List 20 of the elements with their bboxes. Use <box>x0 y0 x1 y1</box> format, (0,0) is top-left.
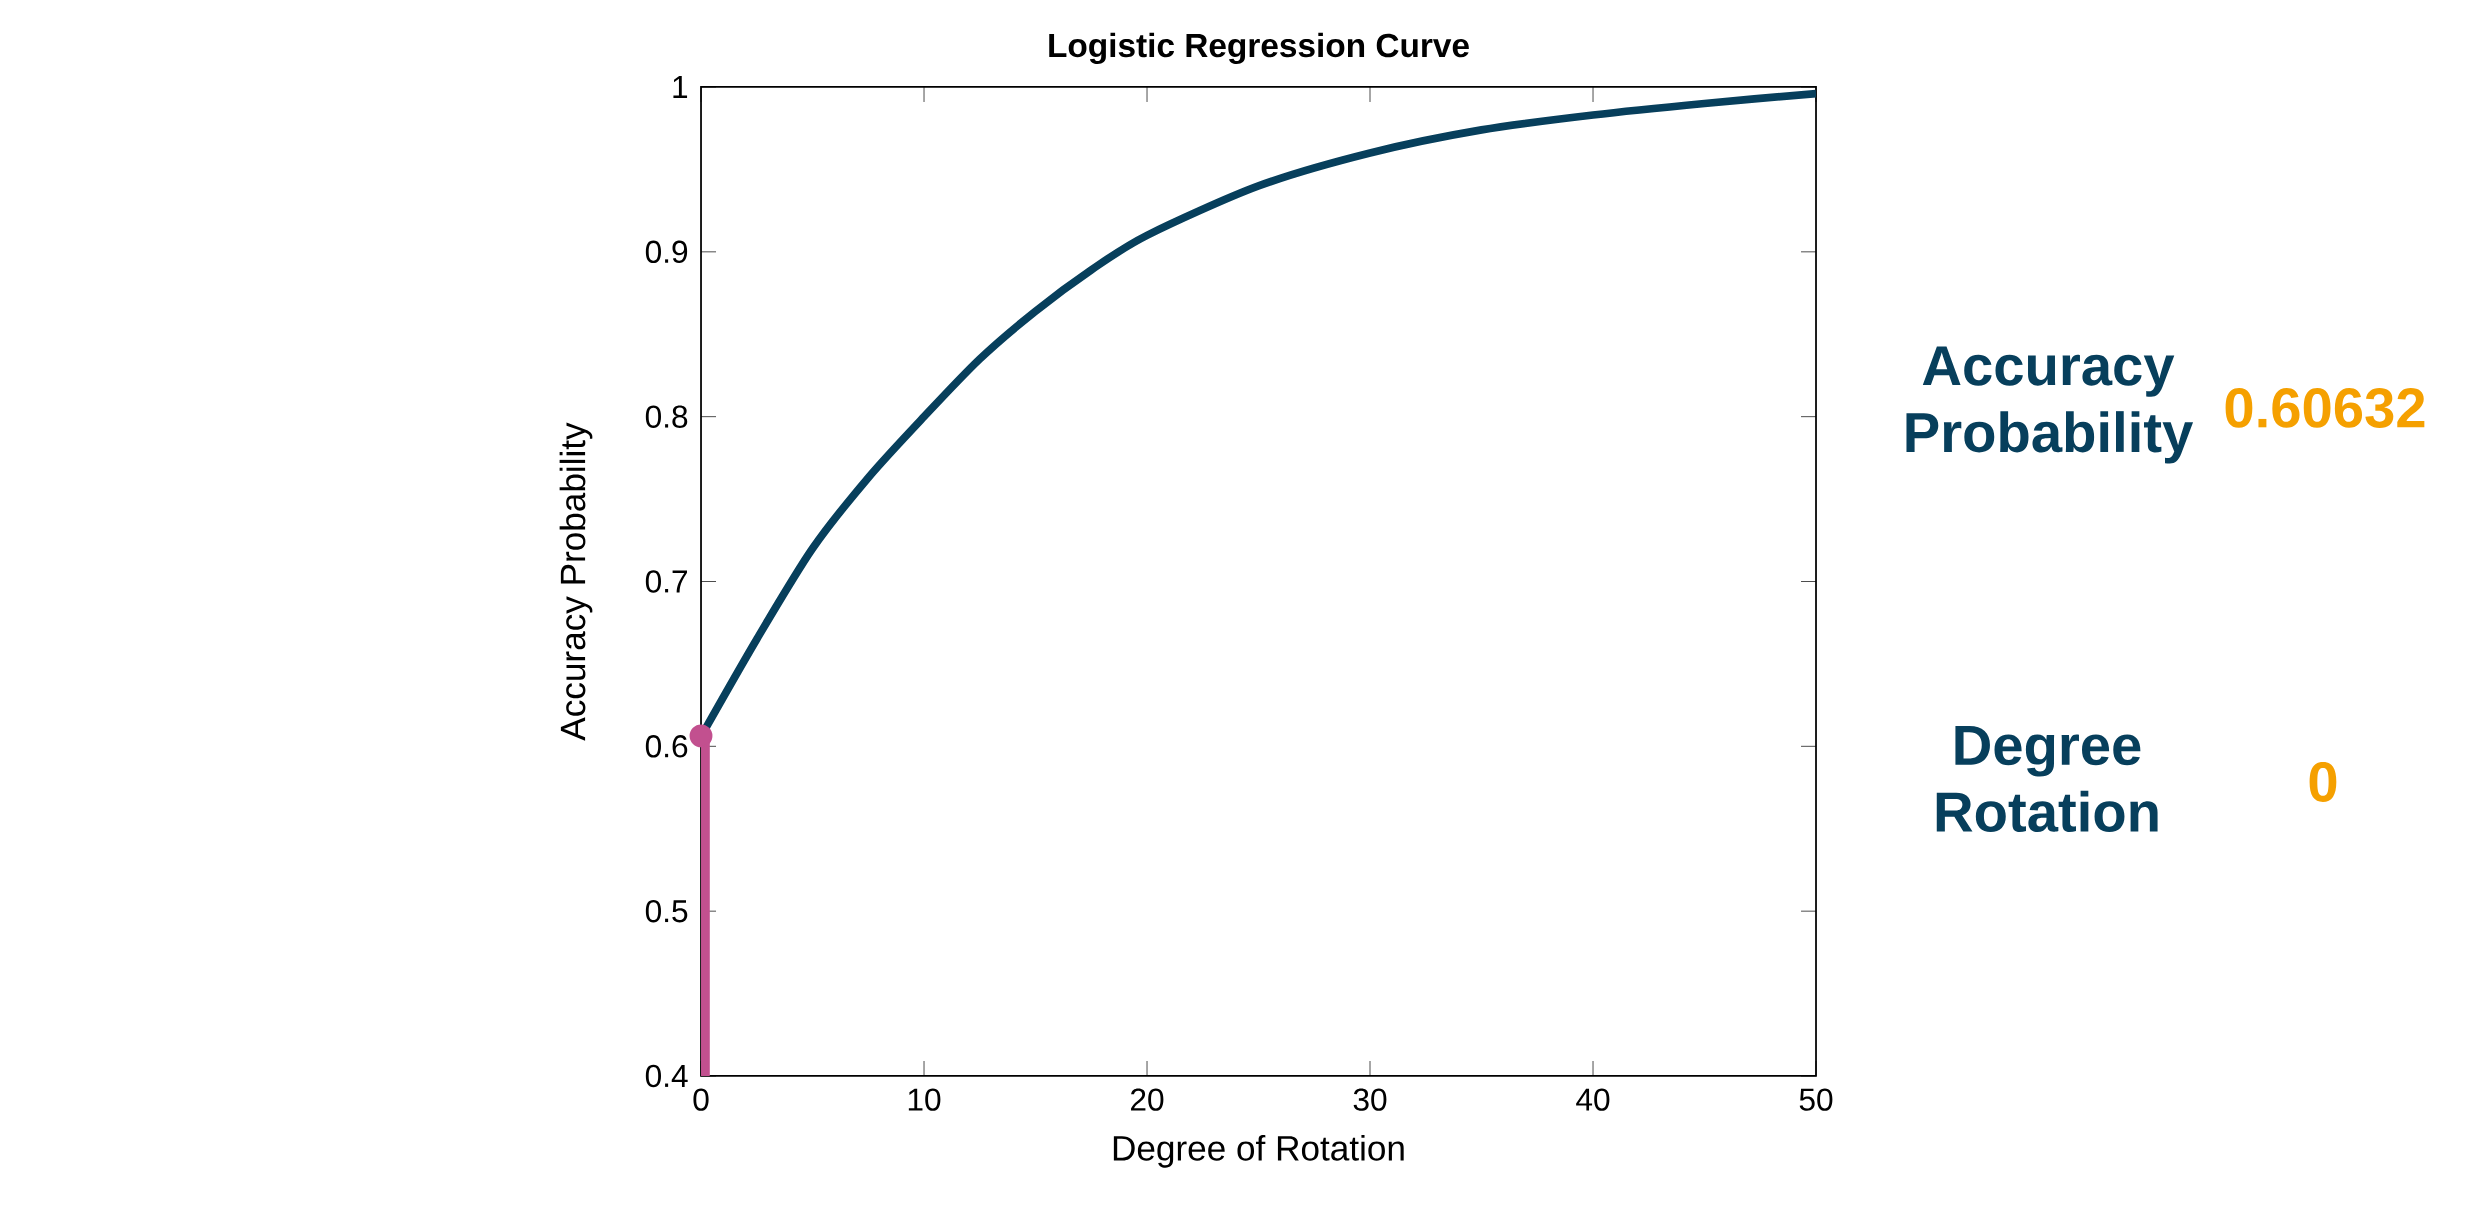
x-tick-label: 50 <box>1799 1088 1833 1111</box>
y-tick-label: 0.9 <box>645 240 688 264</box>
x-tick-label: 40 <box>1576 1088 1610 1111</box>
x-tick-label: 0 <box>693 1088 709 1111</box>
chart-title: Logistic Regression Curve <box>1049 32 1469 65</box>
x-tick-label: 10 <box>908 1088 941 1111</box>
x-tick-label: 20 <box>1131 1088 1164 1111</box>
text: 0.60632 <box>2225 388 2425 428</box>
x-tick-label: 30 <box>1353 1088 1387 1111</box>
y-tick-label: 0.8 <box>645 405 688 428</box>
y-tick-label: 1 <box>673 76 688 98</box>
y-tick-label: 0.7 <box>645 570 687 593</box>
text: Degree Rotation <box>1936 725 2158 832</box>
text: 0 <box>2309 762 2337 802</box>
y-tick-label: 0.6 <box>645 735 688 758</box>
y-tick-label: 0.5 <box>645 899 688 923</box>
y-axis-title: Accuracy Probability <box>559 422 593 741</box>
text: Accuracy Probability <box>1906 346 2194 464</box>
x-axis-title: Degree of Rotation <box>1113 1134 1404 1168</box>
y-tick-label: 0.4 <box>645 1064 688 1088</box>
